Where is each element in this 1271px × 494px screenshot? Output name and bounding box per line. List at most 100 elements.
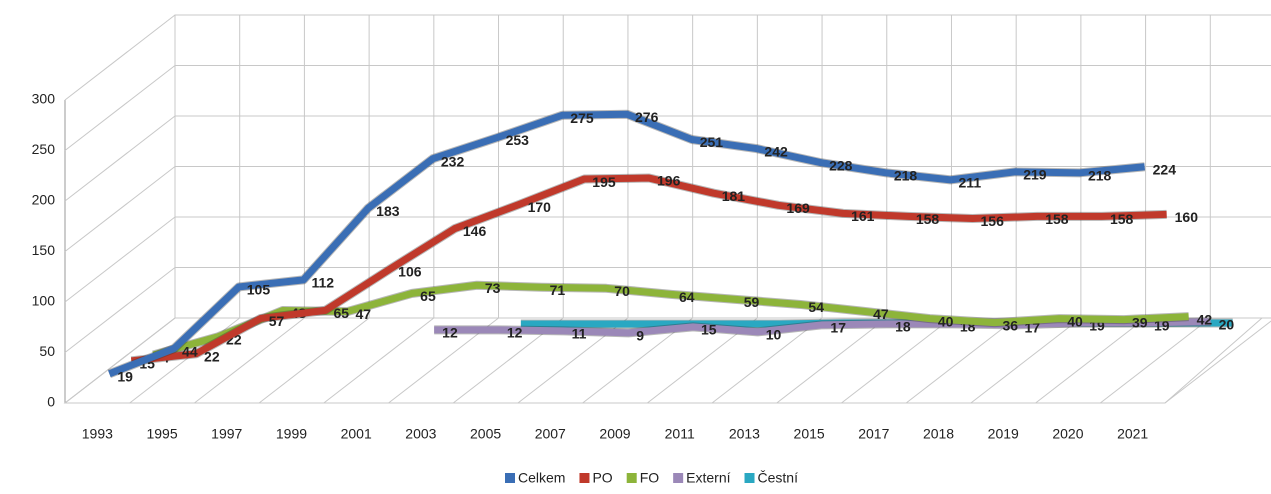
- x-tick-label: 1993: [82, 426, 113, 442]
- x-tick-label: 2019: [988, 426, 1019, 442]
- data-label: 64: [679, 289, 695, 305]
- x-tick-label: 2017: [858, 426, 889, 442]
- data-label: 17: [830, 320, 846, 336]
- data-label: 158: [1045, 211, 1069, 227]
- data-label: 9: [636, 328, 644, 344]
- data-label: 39: [1132, 314, 1148, 330]
- data-label: 161: [851, 208, 875, 224]
- x-tick-label: 2007: [535, 426, 566, 442]
- y-tick-label: 50: [39, 343, 55, 359]
- grid-line: [64, 216, 176, 303]
- data-label: 20: [1219, 317, 1235, 333]
- data-label: 65: [333, 305, 349, 321]
- data-label: 219: [1023, 167, 1047, 183]
- legend-label: Celkem: [518, 470, 565, 486]
- data-label: 47: [355, 306, 371, 322]
- legend-label: FO: [640, 470, 660, 486]
- x-tick-label: 2011: [665, 426, 695, 442]
- y-tick-label: 200: [32, 192, 56, 208]
- data-label: 251: [700, 134, 724, 150]
- data-label: 65: [420, 288, 436, 304]
- data-label: 42: [1197, 311, 1213, 327]
- data-label: 40: [1067, 313, 1083, 329]
- x-tick-label: 2020: [1052, 426, 1083, 442]
- legend: Celkem PO FO Externí Čestní: [505, 470, 798, 486]
- data-label: 71: [550, 282, 566, 298]
- data-label: 253: [506, 132, 530, 148]
- data-label: 40: [938, 313, 954, 329]
- x-tick-label: 2015: [794, 426, 825, 442]
- data-label: 156: [981, 213, 1005, 229]
- series-line: [434, 318, 1211, 337]
- floor-divider: [64, 317, 176, 404]
- series-line: [130, 174, 1167, 365]
- data-label: 70: [614, 283, 630, 299]
- data-label: 218: [894, 168, 918, 184]
- floor-divider: [323, 317, 435, 404]
- data-label: 275: [570, 110, 594, 126]
- data-label: 12: [442, 325, 458, 341]
- x-tick-label: 1995: [146, 426, 177, 442]
- grid-line: [64, 65, 176, 151]
- x-tick-label: 1999: [276, 426, 307, 442]
- legend-label: Čestní: [758, 470, 799, 486]
- data-label: 211: [959, 175, 982, 191]
- data-label: 19: [117, 369, 133, 385]
- floor-divider: [970, 317, 1082, 404]
- data-label: 160: [1175, 209, 1199, 225]
- y-tick-label: 300: [32, 91, 56, 107]
- data-label: 44: [182, 343, 198, 359]
- data-label: 47: [873, 306, 889, 322]
- data-label: 18: [895, 319, 911, 335]
- floor-divider: [582, 317, 693, 404]
- data-label: 228: [829, 157, 853, 173]
- grid-line: [64, 166, 176, 252]
- data-label: 195: [592, 174, 616, 190]
- data-label: 218: [1088, 168, 1112, 184]
- data-label: 105: [247, 282, 271, 298]
- data-label: 54: [808, 299, 824, 315]
- floor-divider: [1035, 317, 1146, 404]
- data-label: 158: [916, 211, 940, 227]
- grid-line: [64, 267, 176, 353]
- data-label: 59: [744, 294, 760, 310]
- data-label: 10: [766, 327, 782, 343]
- data-label: 57: [269, 313, 285, 329]
- data-label: 242: [764, 143, 788, 159]
- legend-swatch: [579, 473, 590, 483]
- x-tick-label: 1997: [211, 426, 242, 442]
- grid-line: [64, 115, 176, 202]
- x-tick-label: 2005: [470, 426, 501, 442]
- data-label: 232: [441, 153, 465, 169]
- floor-divider: [1099, 317, 1211, 404]
- legend-swatch: [505, 473, 515, 483]
- data-label: 169: [786, 200, 810, 216]
- floor-divider: [905, 317, 1017, 404]
- floor-divider: [1164, 320, 1271, 404]
- data-label: 36: [1003, 317, 1019, 333]
- x-tick-label: 2009: [599, 426, 630, 442]
- data-label: 224: [1153, 161, 1177, 177]
- y-tick-label: 0: [47, 394, 55, 410]
- legend-swatch: [626, 473, 637, 483]
- x-tick-label: 2021: [1117, 426, 1148, 442]
- x-tick-label: 2001: [341, 426, 372, 442]
- data-label: 170: [528, 199, 552, 215]
- floor-divider: [194, 317, 305, 404]
- floor-divider: [841, 317, 952, 404]
- legend-swatch: [673, 473, 684, 483]
- legend-label: PO: [592, 470, 612, 486]
- series-line: [108, 110, 1145, 378]
- data-label: 146: [463, 223, 487, 239]
- grid-line: [64, 14, 176, 101]
- data-label: 11: [572, 326, 587, 342]
- data-label: 12: [507, 325, 523, 341]
- x-tick-label: 2013: [729, 426, 760, 442]
- y-tick-label: 100: [32, 293, 56, 309]
- floor-divider: [776, 317, 888, 404]
- y-tick-label: 150: [32, 242, 56, 258]
- x-tick-label: 2018: [923, 426, 954, 442]
- data-label: 158: [1110, 211, 1134, 227]
- data-label: 196: [657, 173, 681, 189]
